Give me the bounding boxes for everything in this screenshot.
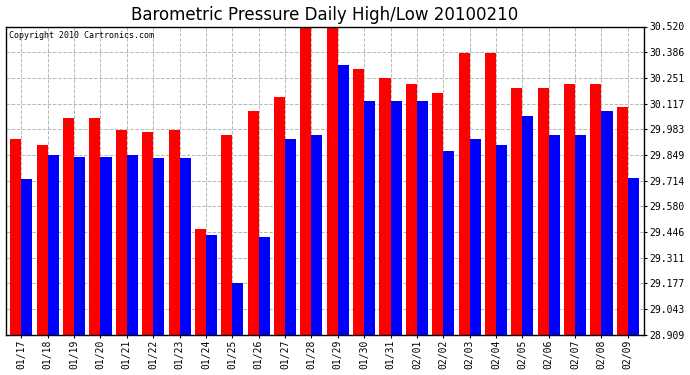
Bar: [168, 130, 179, 334]
Bar: [206, 235, 217, 334]
Bar: [74, 156, 85, 334]
Bar: [300, 27, 311, 334]
Bar: [470, 139, 481, 334]
Bar: [591, 84, 602, 334]
Bar: [459, 53, 470, 334]
Bar: [116, 130, 127, 334]
Bar: [538, 88, 549, 334]
Bar: [37, 145, 48, 334]
Bar: [406, 84, 417, 334]
Bar: [221, 135, 233, 334]
Bar: [432, 93, 443, 334]
Bar: [21, 180, 32, 334]
Bar: [443, 151, 454, 334]
Bar: [10, 139, 21, 334]
Bar: [248, 111, 259, 334]
Bar: [127, 154, 138, 334]
Bar: [48, 154, 59, 334]
Bar: [628, 177, 639, 334]
Bar: [575, 135, 586, 334]
Bar: [364, 101, 375, 334]
Bar: [63, 118, 74, 334]
Bar: [179, 158, 190, 334]
Bar: [326, 27, 338, 334]
Bar: [602, 111, 613, 334]
Bar: [485, 53, 496, 334]
Bar: [338, 65, 349, 335]
Bar: [511, 88, 522, 334]
Bar: [496, 145, 507, 334]
Bar: [274, 97, 285, 334]
Bar: [549, 135, 560, 334]
Bar: [617, 107, 628, 334]
Bar: [153, 158, 164, 334]
Bar: [101, 156, 112, 334]
Bar: [353, 69, 364, 334]
Bar: [195, 229, 206, 334]
Bar: [417, 101, 428, 334]
Bar: [311, 135, 322, 334]
Title: Barometric Pressure Daily High/Low 20100210: Barometric Pressure Daily High/Low 20100…: [131, 6, 518, 24]
Bar: [233, 283, 244, 334]
Bar: [522, 116, 533, 334]
Bar: [259, 237, 270, 334]
Bar: [564, 84, 575, 334]
Bar: [285, 139, 296, 334]
Bar: [142, 132, 153, 334]
Text: Copyright 2010 Cartronics.com: Copyright 2010 Cartronics.com: [9, 31, 154, 40]
Bar: [380, 78, 391, 334]
Bar: [391, 101, 402, 334]
Bar: [90, 118, 101, 334]
